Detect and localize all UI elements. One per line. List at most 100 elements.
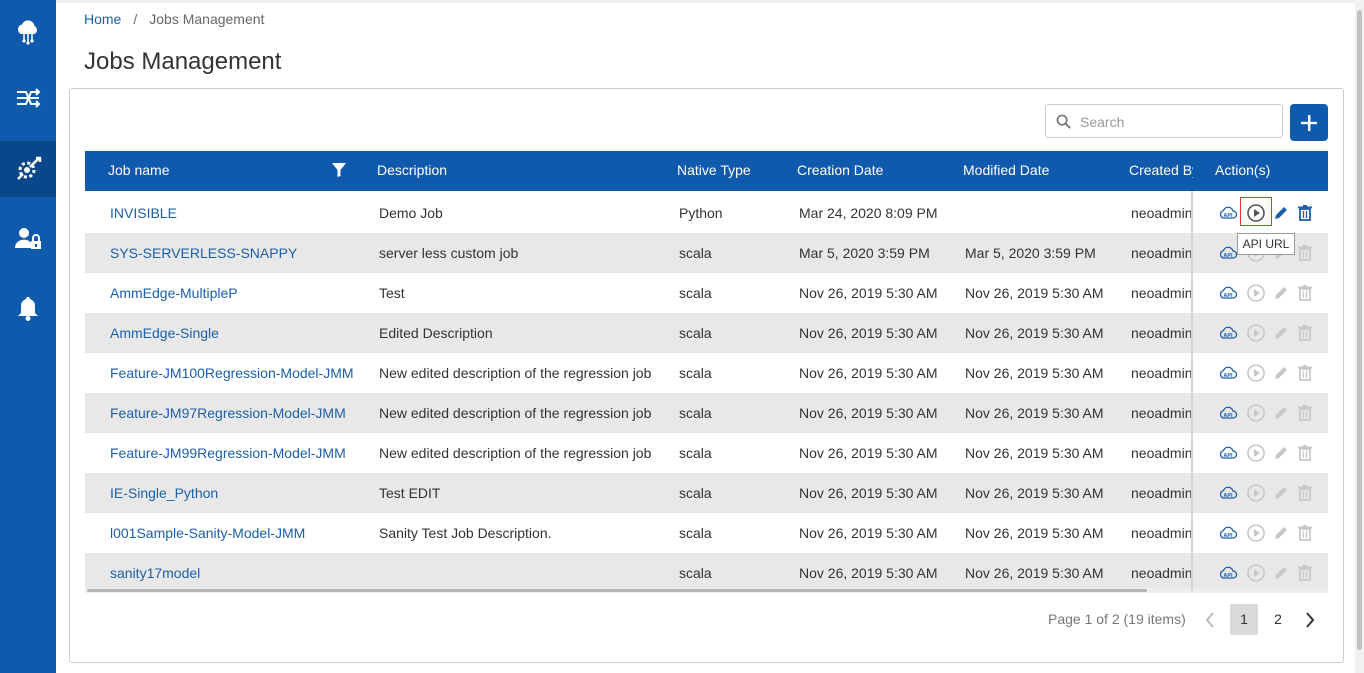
column-header-created-by[interactable]: Created By <box>1129 162 1193 178</box>
trash-icon <box>1298 405 1312 421</box>
svg-text:API: API <box>1223 493 1233 499</box>
api-cloud-icon[interactable]: API <box>1218 283 1238 303</box>
modified-date-cell: Nov 26, 2019 5:30 AM <box>965 325 1104 341</box>
add-job-button[interactable] <box>1290 104 1328 141</box>
play-circle-icon <box>1247 364 1265 382</box>
sidebar-item-jobs[interactable] <box>0 141 56 197</box>
created-by-cell: neoadmin <box>1131 325 1191 341</box>
table-row: Feature-JM100Regression-Model-JMM New edi… <box>85 353 1328 393</box>
description-cell: New edited description of the regression… <box>379 405 652 421</box>
svg-text:API: API <box>1223 413 1233 419</box>
table-header: Job name Description Native Type Creatio… <box>85 151 1328 191</box>
sidebar-item-users[interactable] <box>0 210 56 266</box>
description-cell: New edited description of the regression… <box>379 445 652 461</box>
sidebar-item-notifications[interactable] <box>0 280 56 336</box>
native-type-cell: scala <box>679 245 712 261</box>
description-cell: Test EDIT <box>379 485 441 501</box>
creation-date-cell: Nov 26, 2019 5:30 AM <box>799 485 938 501</box>
native-type-cell: scala <box>679 525 712 541</box>
pencil-icon <box>1275 327 1287 339</box>
job-name-link[interactable]: sanity17model <box>110 565 201 581</box>
created-by-cell: neoadmin <box>1131 525 1191 541</box>
vertical-scrollbar-thumb[interactable] <box>1357 10 1362 650</box>
api-cloud-icon[interactable]: API <box>1218 363 1238 383</box>
created-by-cell: neoadmin <box>1131 405 1191 421</box>
created-by-cell: neoadmin <box>1131 565 1191 581</box>
svg-text:API: API <box>1223 253 1233 259</box>
table-row: AmmEdge-Single Edited Description scala Nov… <box>85 313 1328 353</box>
description-cell: server less custom job <box>379 245 519 261</box>
table-row: SYS-SERVERLESS-SNAPPY server less custom … <box>85 233 1328 273</box>
trash-icon <box>1298 325 1312 341</box>
api-cloud-icon[interactable]: API <box>1218 243 1238 263</box>
breadcrumb: Home / Jobs Management <box>84 11 264 27</box>
actions-column-divider <box>1191 191 1193 591</box>
creation-date-cell: Mar 24, 2020 8:09 PM <box>799 205 938 221</box>
job-name-link[interactable]: Feature-JM100Regression-Model-JMM <box>110 365 354 381</box>
sidebar-item-flows[interactable] <box>0 71 56 127</box>
created-by-cell: neoadmin <box>1131 245 1191 261</box>
bell-icon <box>18 297 38 321</box>
created-by-cell: neoadmin <box>1131 445 1191 461</box>
api-cloud-icon[interactable]: API <box>1218 323 1238 343</box>
chevron-right-icon[interactable] <box>1300 609 1320 631</box>
job-name-link[interactable]: AmmEdge-MultipleP <box>110 285 238 301</box>
native-type-cell: scala <box>679 365 712 381</box>
created-by-cell: neoadmin <box>1131 365 1191 381</box>
job-name-link[interactable]: l001Sample-Sanity-Model-JMM <box>110 525 306 541</box>
column-header-creation-date[interactable]: Creation Date <box>797 162 884 178</box>
play-circle-icon <box>1247 564 1265 582</box>
chevron-left-icon[interactable] <box>1200 609 1220 631</box>
column-header-job-name[interactable]: Job name <box>108 162 170 178</box>
modified-date-cell: Mar 5, 2020 3:59 PM <box>965 245 1096 261</box>
api-cloud-icon[interactable]: API <box>1218 403 1238 423</box>
modified-date-cell <box>965 193 1125 233</box>
job-name-link[interactable]: IE-Single_Python <box>110 485 219 501</box>
job-name-link[interactable]: INVISIBLE <box>110 205 177 221</box>
svg-text:API: API <box>1223 333 1233 339</box>
creation-date-cell: Nov 26, 2019 5:30 AM <box>799 445 938 461</box>
native-type-cell: scala <box>679 485 712 501</box>
play-circle-icon <box>1247 284 1265 302</box>
native-type-cell: scala <box>679 325 712 341</box>
trash-icon[interactable] <box>1295 203 1315 223</box>
job-name-link[interactable]: Feature-JM99Regression-Model-JMM <box>110 445 346 461</box>
job-name-link[interactable]: AmmEdge-Single <box>110 325 219 341</box>
description-cell: Test <box>379 285 405 301</box>
trash-icon <box>1298 525 1312 541</box>
creation-date-cell: Nov 26, 2019 5:30 AM <box>799 365 938 381</box>
horizontal-scrollbar-thumb[interactable] <box>87 589 1147 592</box>
api-cloud-icon[interactable]: API <box>1218 563 1238 583</box>
creation-date-cell: Nov 26, 2019 5:30 AM <box>799 405 938 421</box>
api-cloud-icon[interactable]: API <box>1218 203 1238 223</box>
page-1-button[interactable]: 1 <box>1230 604 1258 635</box>
column-header-native-type[interactable]: Native Type <box>677 162 751 178</box>
api-cloud-icon[interactable]: API <box>1218 483 1238 503</box>
creation-date-cell: Nov 26, 2019 5:30 AM <box>799 565 938 581</box>
column-header-modified-date[interactable]: Modified Date <box>963 162 1050 178</box>
run-highlight <box>1240 197 1272 226</box>
play-circle-icon <box>1247 444 1265 462</box>
sidebar-item-cloud[interactable] <box>0 4 56 60</box>
page-2-button[interactable]: 2 <box>1274 611 1282 627</box>
modified-date-cell: Nov 26, 2019 5:30 AM <box>965 285 1104 301</box>
pencil-icon <box>1275 367 1287 379</box>
svg-text:API: API <box>1223 453 1233 459</box>
native-type-cell: scala <box>679 445 712 461</box>
trash-icon <box>1298 285 1312 301</box>
column-header-actions: Action(s) <box>1215 162 1271 178</box>
svg-text:API: API <box>1223 533 1233 539</box>
breadcrumb-home-link[interactable]: Home <box>84 11 122 27</box>
native-type-cell: scala <box>679 285 712 301</box>
filter-icon[interactable] <box>332 163 346 177</box>
job-name-link[interactable]: Feature-JM97Regression-Model-JMM <box>110 405 346 421</box>
creation-date-cell: Nov 26, 2019 5:30 AM <box>799 285 938 301</box>
column-header-description[interactable]: Description <box>377 162 448 178</box>
play-circle-icon[interactable] <box>1246 203 1266 223</box>
job-name-link[interactable]: SYS-SERVERLESS-SNAPPY <box>110 245 298 261</box>
table-row: AmmEdge-MultipleP Test scala Nov 26, 2019 5… <box>85 273 1328 313</box>
api-cloud-icon[interactable]: API <box>1218 523 1238 543</box>
search-input[interactable] <box>1078 105 1282 139</box>
pencil-icon[interactable] <box>1271 203 1291 223</box>
api-cloud-icon[interactable]: API <box>1218 443 1238 463</box>
